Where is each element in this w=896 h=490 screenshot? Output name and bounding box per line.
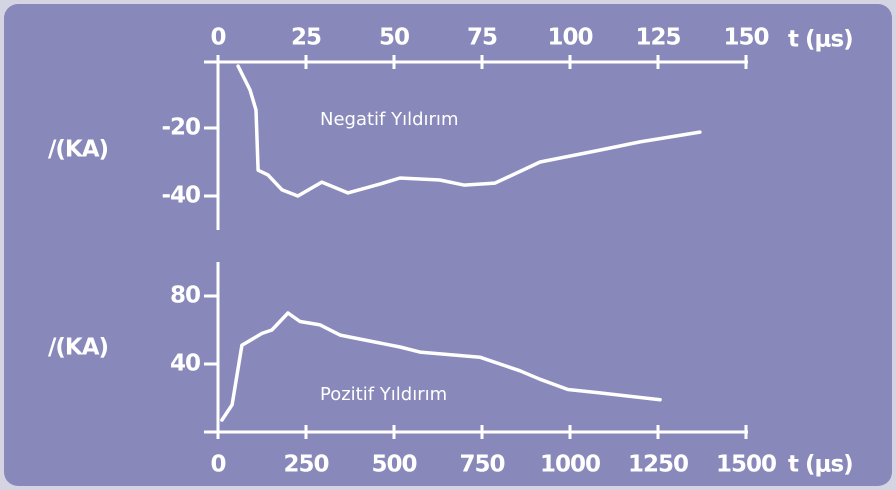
data-line [236,64,702,198]
y-tick-label: -40 [161,183,200,209]
x-tick-label: 100 [547,25,592,51]
y-tick-label: 80 [170,283,200,309]
x-axis-label: t (μs) [788,27,853,53]
x-axis-label: t (μs) [788,452,853,478]
x-tick-label: 25 [291,25,321,51]
x-tick-label: 0 [210,25,225,51]
annotation: Negatif Yıldırım [320,109,458,130]
x-tick-label: 1250 [628,452,688,478]
annotation: Pozitif Yıldırım [320,384,447,405]
x-tick-label: 75 [467,25,497,51]
y-tick-label: -20 [161,115,200,141]
x-tick-label: 750 [459,452,504,478]
panel [4,4,892,486]
y-axis-label: /(KA) [48,137,108,163]
data-line [220,311,662,422]
x-tick-label: 150 [723,25,768,51]
x-tick-label: 500 [371,452,416,478]
x-tick-label: 0 [210,452,225,478]
x-tick-label: 50 [379,25,409,51]
x-tick-label: 125 [635,25,680,51]
x-tick-label: 250 [283,452,328,478]
x-tick-label: 1500 [716,452,776,478]
y-tick-label: 40 [170,351,200,377]
y-axis-label: /(KA) [48,335,108,361]
x-tick-label: 1000 [540,452,600,478]
